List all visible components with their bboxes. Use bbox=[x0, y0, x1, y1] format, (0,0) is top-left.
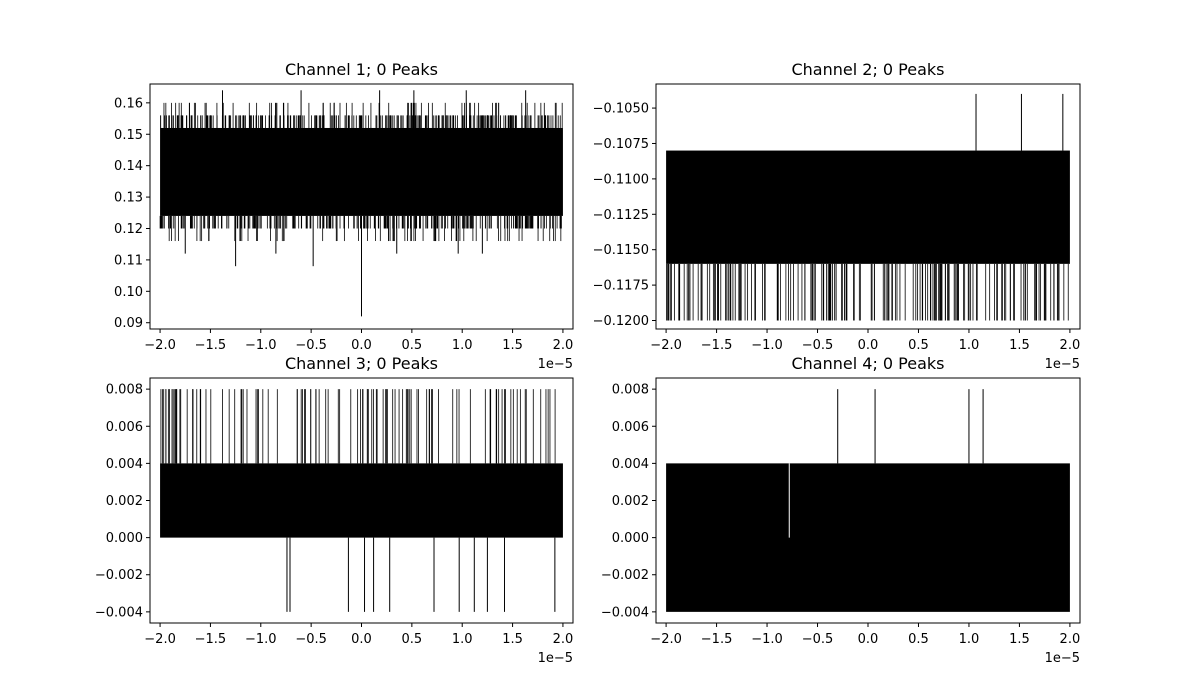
signal-band bbox=[666, 150, 1070, 264]
x-offset-label: 1e−5 bbox=[538, 651, 573, 666]
y-tick-label: −0.002 bbox=[601, 568, 649, 583]
y-tick-label: −0.004 bbox=[601, 605, 649, 620]
y-tick-label: −0.002 bbox=[95, 568, 143, 583]
x-tick-label: 1.0 bbox=[959, 632, 980, 647]
x-tick-label: −0.5 bbox=[295, 632, 327, 647]
y-tick-label: 0.000 bbox=[612, 531, 649, 546]
y-tick-label: −0.1200 bbox=[593, 314, 649, 329]
x-tick-label: −1.5 bbox=[701, 338, 733, 353]
y-tick-label: 0.006 bbox=[612, 420, 649, 435]
x-tick-label: −1.0 bbox=[245, 338, 277, 353]
x-tick-label: 2.0 bbox=[553, 632, 574, 647]
x-tick-label: 0.0 bbox=[351, 632, 372, 647]
signal-trace bbox=[666, 93, 1070, 321]
subplot-channel-2: Channel 2; 0 Peaks −2.0 −1.5 −1.0 −0.5 0.0 0.5… bbox=[593, 60, 1081, 372]
x-tick-label: 1.0 bbox=[452, 632, 473, 647]
x-tick-label: 0.5 bbox=[402, 338, 423, 353]
subplot-grid: Channel 1; 0 Peaks −2.0 −1.5 −1.0 −0.5 0.0 0.5… bbox=[95, 60, 1081, 666]
signal-trace bbox=[160, 389, 563, 612]
y-tick-label: −0.004 bbox=[95, 605, 143, 620]
signal-band bbox=[666, 463, 1070, 612]
x-tick-label: −1.5 bbox=[195, 338, 227, 353]
y-tick-label: −0.1075 bbox=[593, 137, 649, 152]
x-tick-label: 2.0 bbox=[1060, 632, 1081, 647]
chart-title: Channel 2; 0 Peaks bbox=[791, 60, 944, 79]
x-tick-label: −1.5 bbox=[701, 632, 733, 647]
x-axis: −2.0 −1.5 −1.0 −0.5 0.0 0.5 1.0 1.5 2.0 1e−5 bbox=[144, 329, 573, 372]
y-tick-label: 0.16 bbox=[114, 96, 143, 111]
signal-band bbox=[160, 127, 563, 216]
x-tick-label: 0.5 bbox=[402, 632, 423, 647]
y-axis: −0.004 −0.002 0.000 0.002 0.004 0.006 0.008 bbox=[95, 383, 150, 620]
y-tick-label: 0.000 bbox=[106, 531, 143, 546]
y-axis: −0.1050 −0.1075 −0.1100 −0.1125 −0.1150 −0.11… bbox=[593, 102, 656, 329]
x-tick-label: 2.0 bbox=[1060, 338, 1081, 353]
x-tick-label: 0.0 bbox=[858, 632, 879, 647]
signal-band bbox=[160, 463, 563, 538]
y-tick-label: −0.1100 bbox=[593, 172, 649, 187]
y-tick-label: 0.002 bbox=[106, 494, 143, 509]
x-tick-label: −1.0 bbox=[751, 632, 783, 647]
x-tick-label: −0.5 bbox=[295, 338, 327, 353]
x-tick-label: −2.0 bbox=[144, 632, 176, 647]
y-tick-label: 0.008 bbox=[612, 383, 649, 398]
x-tick-label: 1.5 bbox=[1009, 632, 1030, 647]
subplot-channel-1: Channel 1; 0 Peaks −2.0 −1.5 −1.0 −0.5 0.0 0.5… bbox=[114, 60, 574, 372]
x-tick-label: −2.0 bbox=[650, 338, 682, 353]
signal-trace bbox=[159, 90, 563, 317]
signal-trace bbox=[666, 389, 1070, 612]
x-tick-label: −2.0 bbox=[144, 338, 176, 353]
x-tick-label: −0.5 bbox=[802, 338, 834, 353]
y-tick-label: 0.004 bbox=[106, 457, 143, 472]
x-axis: −2.0 −1.5 −1.0 −0.5 0.0 0.5 1.0 1.5 2.0 1e−5 bbox=[650, 329, 1080, 372]
x-tick-label: 0.0 bbox=[351, 338, 372, 353]
x-tick-label: 1.5 bbox=[502, 338, 523, 353]
y-tick-label: 0.12 bbox=[114, 222, 143, 237]
x-axis: −2.0 −1.5 −1.0 −0.5 0.0 0.5 1.0 1.5 2.0 1e−5 bbox=[144, 623, 573, 666]
x-tick-label: 1.0 bbox=[959, 338, 980, 353]
chart-title: Channel 3; 0 Peaks bbox=[285, 354, 438, 373]
x-tick-label: 0.0 bbox=[858, 338, 879, 353]
x-offset-label: 1e−5 bbox=[1045, 357, 1080, 372]
x-tick-label: −2.0 bbox=[650, 632, 682, 647]
x-offset-label: 1e−5 bbox=[1045, 651, 1080, 666]
y-tick-label: −0.1175 bbox=[593, 279, 649, 294]
x-offset-label: 1e−5 bbox=[538, 357, 573, 372]
x-tick-label: 2.0 bbox=[553, 338, 574, 353]
y-tick-label: 0.10 bbox=[114, 285, 143, 300]
y-tick-label: 0.006 bbox=[106, 420, 143, 435]
x-tick-label: −1.5 bbox=[195, 632, 227, 647]
y-tick-label: −0.1150 bbox=[593, 243, 649, 258]
subplot-channel-4: Channel 4; 0 Peaks −2.0 −1.5 −1.0 −0.5 0.0 0.5… bbox=[601, 354, 1081, 666]
y-tick-label: −0.1125 bbox=[593, 208, 649, 223]
chart-title: Channel 1; 0 Peaks bbox=[285, 60, 438, 79]
y-tick-label: −0.1050 bbox=[593, 102, 649, 117]
y-tick-label: 0.14 bbox=[114, 159, 143, 174]
x-axis: −2.0 −1.5 −1.0 −0.5 0.0 0.5 1.0 1.5 2.0 1e−5 bbox=[650, 623, 1080, 666]
y-tick-label: 0.11 bbox=[114, 253, 143, 268]
x-tick-label: −1.0 bbox=[245, 632, 277, 647]
y-axis: −0.004 −0.002 0.000 0.002 0.004 0.006 0.008 bbox=[601, 383, 656, 620]
x-tick-label: 1.5 bbox=[1009, 338, 1030, 353]
y-tick-label: 0.15 bbox=[114, 128, 143, 143]
y-tick-label: 0.002 bbox=[612, 494, 649, 509]
x-tick-label: 0.5 bbox=[908, 338, 929, 353]
x-tick-label: −0.5 bbox=[802, 632, 834, 647]
y-axis: 0.09 0.10 0.11 0.12 0.13 0.14 0.15 0.16 bbox=[114, 96, 150, 331]
y-tick-label: 0.09 bbox=[114, 316, 143, 331]
y-tick-label: 0.004 bbox=[612, 457, 649, 472]
x-tick-label: −1.0 bbox=[751, 338, 783, 353]
y-tick-label: 0.13 bbox=[114, 191, 143, 206]
x-tick-label: 0.5 bbox=[908, 632, 929, 647]
chart-title: Channel 4; 0 Peaks bbox=[791, 354, 944, 373]
subplot-channel-3: Channel 3; 0 Peaks −2.0 −1.5 −1.0 −0.5 0.0 0.5… bbox=[95, 354, 574, 666]
x-tick-label: 1.0 bbox=[452, 338, 473, 353]
x-tick-label: 1.5 bbox=[502, 632, 523, 647]
y-tick-label: 0.008 bbox=[106, 383, 143, 398]
